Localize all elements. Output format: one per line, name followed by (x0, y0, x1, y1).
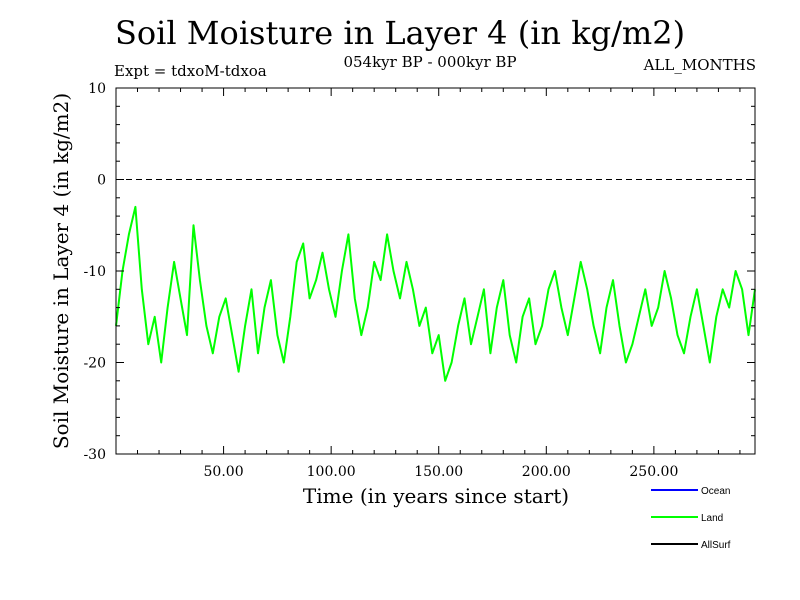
legend-label-ocean: Ocean (701, 486, 730, 497)
experiment-label: Expt = tdxoM-tdxoa (114, 62, 267, 80)
axes: 50.00 100.00 150.00 200.00 250.00 10 0 -10 -20 -3… (83, 81, 755, 480)
chart-subtitle: 054kyr BP - 000kyr BP (343, 53, 517, 71)
y-tick-label: -20 (83, 356, 106, 372)
y-axis-label: Soil Moisture in Layer 4 (in kg/m2) (49, 93, 73, 449)
y-tick-label: -30 (83, 447, 106, 463)
plot-frame (115, 87, 756, 455)
y-tick-label: 10 (88, 81, 106, 97)
chart-title: Soil Moisture in Layer 4 (in kg/m2) (114, 14, 686, 52)
y-tick-label: -10 (83, 264, 106, 280)
plot-content (115, 179, 756, 382)
legend-label-allsurf: AllSurf (701, 540, 731, 551)
x-tick-label: 50.00 (204, 464, 244, 480)
series-line-land (115, 205, 756, 382)
legend: Ocean Land AllSurf (651, 486, 731, 551)
x-tick-label: 100.00 (307, 464, 356, 480)
y-tick-label: 0 (97, 173, 106, 189)
legend-label-land: Land (701, 513, 723, 524)
x-tick-label: 150.00 (414, 464, 463, 480)
x-axis-label: Time (in years since start) (303, 484, 569, 508)
period-label: ALL_MONTHS (643, 56, 756, 74)
x-tick-label: 250.00 (629, 464, 678, 480)
x-tick-label: 200.00 (522, 464, 571, 480)
